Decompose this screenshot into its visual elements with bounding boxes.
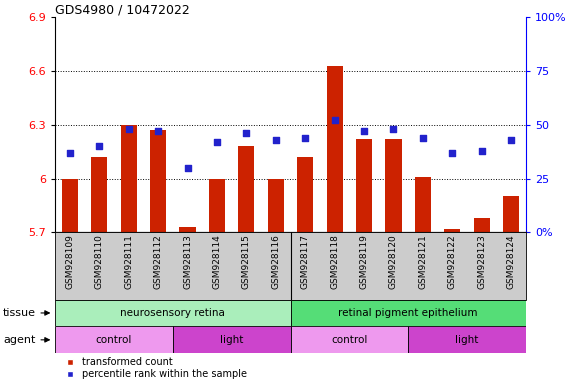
Point [477,147,486,154]
Bar [121,125,137,232]
Point [153,128,163,134]
Text: GSM928118: GSM928118 [330,234,339,289]
Text: control: control [331,335,368,345]
Point [65,150,74,156]
Text: GSM928120: GSM928120 [389,234,398,289]
Bar [408,326,526,353]
Bar [268,179,284,232]
Text: GSM928112: GSM928112 [153,234,163,289]
Text: retinal pigment epithelium: retinal pigment epithelium [338,308,478,318]
Bar [503,197,519,232]
Point [389,126,398,132]
Text: GDS4980 / 10472022: GDS4980 / 10472022 [55,3,190,16]
Text: GSM928117: GSM928117 [301,234,310,289]
Text: light: light [220,335,243,345]
Point [360,128,369,134]
Bar [55,326,173,353]
Text: GSM928113: GSM928113 [183,234,192,289]
Bar [356,139,372,232]
Text: GSM928124: GSM928124 [507,234,515,289]
Bar [150,130,166,232]
Bar [290,300,526,326]
Bar [444,229,460,232]
Text: control: control [96,335,132,345]
Bar [327,66,343,232]
Point [183,165,192,171]
Bar [55,300,290,326]
Text: tissue: tissue [3,308,36,318]
Bar [173,326,290,353]
Point [124,126,134,132]
Bar [474,218,490,232]
Text: GSM928121: GSM928121 [418,234,428,289]
Point [271,137,281,143]
Bar [385,139,401,232]
Point [212,139,221,145]
Text: GSM928122: GSM928122 [448,234,457,289]
Text: GSM928119: GSM928119 [360,234,368,289]
Point [242,130,251,136]
Text: GSM928111: GSM928111 [124,234,133,289]
Text: GSM928110: GSM928110 [95,234,104,289]
Point [330,118,339,124]
Bar [415,177,431,232]
Bar [180,227,196,232]
Bar [62,179,78,232]
Bar [91,157,107,232]
Legend: transformed count, percentile rank within the sample: transformed count, percentile rank withi… [60,357,248,379]
Text: GSM928109: GSM928109 [66,234,74,289]
Bar [209,179,225,232]
Bar [297,157,313,232]
Text: light: light [456,335,479,345]
Text: GSM928114: GSM928114 [213,234,221,289]
Point [300,135,310,141]
Text: GSM928116: GSM928116 [271,234,280,289]
Bar [290,326,408,353]
Text: GSM928123: GSM928123 [477,234,486,289]
Point [95,143,104,149]
Bar [238,146,254,232]
Text: agent: agent [3,335,35,345]
Text: neurosensory retina: neurosensory retina [120,308,225,318]
Point [507,137,516,143]
Point [418,135,428,141]
Text: GSM928115: GSM928115 [242,234,251,289]
Point [447,150,457,156]
